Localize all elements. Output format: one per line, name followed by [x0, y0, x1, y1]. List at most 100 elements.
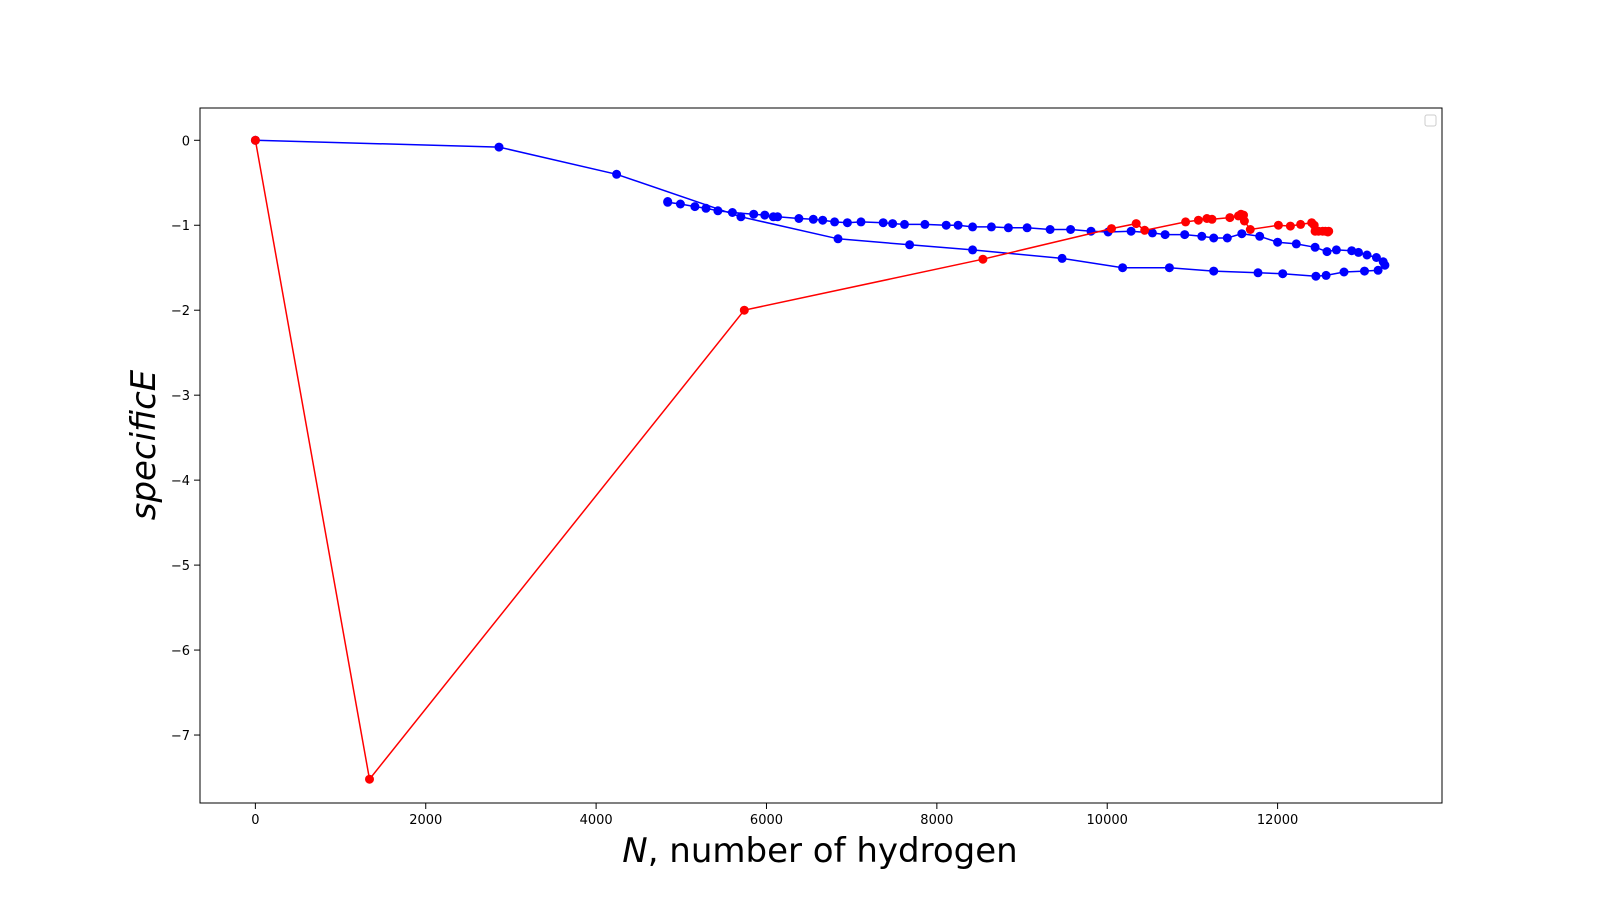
- data-point: [1311, 271, 1321, 281]
- data-point: [888, 219, 898, 229]
- data-point: [856, 217, 866, 227]
- data-point: [1239, 216, 1249, 226]
- y-tick-label: 0: [182, 134, 190, 149]
- x-axis-ticks: 0 2000 4000 6000 8000 10000 12000: [251, 803, 1298, 828]
- data-point: [690, 202, 700, 212]
- data-point: [1160, 230, 1170, 240]
- data-point: [1237, 229, 1247, 239]
- data-point: [986, 222, 996, 232]
- data-point: [1285, 221, 1295, 231]
- y-axis-ticks: 0 −1 −2 −3 −4 −5 −6 −7: [171, 134, 200, 744]
- data-point: [1181, 217, 1191, 227]
- data-point: [1207, 214, 1217, 224]
- y-tick-label: −5: [171, 559, 190, 574]
- data-point: [1245, 225, 1255, 234]
- data-point: [1180, 230, 1190, 240]
- x-tick-label: 8000: [920, 813, 953, 828]
- x-tick-label: 2000: [409, 813, 442, 828]
- data-point: [905, 240, 915, 250]
- y-tick-label: −2: [171, 304, 190, 319]
- data-point: [833, 234, 843, 244]
- plot-area: [199, 107, 1443, 804]
- data-point: [736, 212, 746, 222]
- x-tick-label: 12000: [1257, 813, 1298, 828]
- data-point: [612, 169, 622, 179]
- data-point: [1164, 263, 1174, 273]
- x-tick-label: 10000: [1087, 813, 1128, 828]
- data-point: [675, 199, 685, 209]
- data-point: [1278, 269, 1288, 279]
- series-1: [250, 135, 1334, 784]
- data-point: [1126, 226, 1136, 236]
- legend-box: [1424, 114, 1437, 127]
- data-point: [701, 203, 711, 213]
- data-point: [1022, 223, 1032, 233]
- data-point: [818, 215, 828, 225]
- data-point: [953, 220, 963, 230]
- data-point: [1197, 231, 1207, 241]
- data-point: [968, 222, 978, 232]
- data-point: [842, 218, 852, 228]
- data-point: [1324, 226, 1334, 236]
- data-point: [1322, 247, 1332, 257]
- series-0: [250, 135, 1390, 281]
- data-point: [1373, 265, 1383, 275]
- data-point: [1291, 239, 1301, 249]
- y-tick-label: −7: [171, 729, 190, 744]
- data-point: [900, 219, 909, 229]
- data-point: [1296, 219, 1306, 229]
- data-point: [1273, 220, 1283, 230]
- data-point: [968, 245, 978, 255]
- data-point: [1147, 228, 1157, 238]
- x-axis-label: N, number of hydrogen: [622, 831, 1017, 871]
- data-point: [1362, 250, 1372, 260]
- data-point: [1255, 231, 1265, 241]
- data-point: [1339, 267, 1349, 277]
- data-point: [941, 220, 951, 230]
- data-point: [1360, 266, 1369, 276]
- data-point: [1209, 233, 1219, 243]
- data-point: [250, 135, 260, 145]
- data-point: [1222, 233, 1232, 243]
- series-layer: [250, 135, 1390, 784]
- data-point: [1273, 237, 1283, 247]
- data-point: [808, 214, 818, 224]
- data-point: [878, 218, 888, 228]
- data-point: [1253, 268, 1263, 278]
- data-point: [1003, 223, 1013, 233]
- data-point: [1209, 266, 1219, 276]
- data-point: [768, 212, 778, 222]
- y-tick-label: −6: [171, 644, 190, 659]
- y-tick-label: −1: [171, 219, 190, 234]
- x-tick-label: 6000: [750, 813, 783, 828]
- y-axis-label: specificE: [124, 369, 164, 520]
- data-point: [727, 208, 737, 217]
- data-point: [1378, 257, 1388, 267]
- data-point: [739, 305, 749, 315]
- data-point: [760, 210, 770, 220]
- data-point: [494, 142, 504, 152]
- x-tick-label: 0: [251, 813, 259, 828]
- data-point: [1057, 253, 1067, 263]
- data-point: [830, 217, 840, 227]
- data-point: [663, 197, 673, 206]
- data-point: [1331, 245, 1341, 255]
- data-point: [1347, 246, 1357, 256]
- data-point: [794, 214, 804, 223]
- y-tick-label: −4: [171, 474, 190, 489]
- y-tick-label: −3: [171, 389, 190, 404]
- data-point: [1225, 213, 1235, 223]
- data-point: [1066, 225, 1076, 234]
- data-point: [1131, 219, 1141, 229]
- data-point: [1140, 225, 1150, 235]
- x-tick-label: 4000: [580, 813, 613, 828]
- data-point: [1107, 224, 1116, 234]
- data-point: [749, 209, 759, 219]
- data-point: [1310, 242, 1320, 252]
- data-point: [365, 774, 374, 784]
- data-point: [1193, 215, 1203, 225]
- data-point: [1371, 253, 1381, 262]
- data-point: [1321, 270, 1331, 280]
- data-point: [978, 254, 988, 264]
